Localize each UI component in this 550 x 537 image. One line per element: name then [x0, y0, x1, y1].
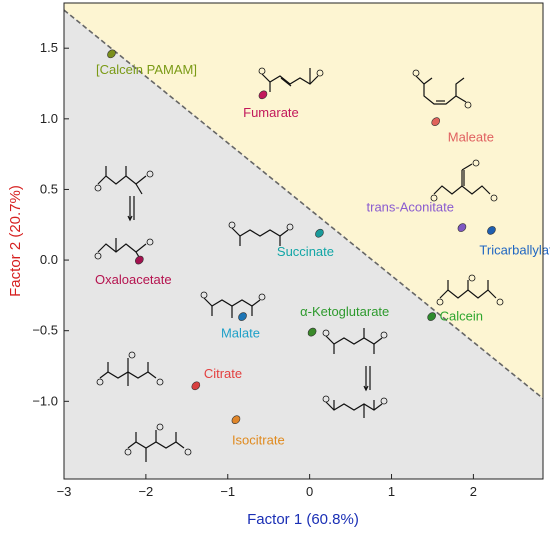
y-tick-label: 1.0: [40, 111, 58, 126]
data-point-calcein: [427, 312, 436, 321]
point-label-tricarballylate: Tricarballylate: [479, 242, 550, 257]
point-label-calcein: Calcein: [440, 309, 483, 324]
point-label-oxaloacetate: Oxaloacetate: [95, 272, 172, 287]
point-label-isocitrate: Isocitrate: [232, 433, 285, 448]
point-label-citrate: Citrate: [204, 366, 242, 381]
data-point-trans-aconitate: [457, 223, 467, 232]
boundary-dashed-line: [64, 9, 543, 400]
citrate-structure-icon: [96, 351, 164, 386]
data-point-isocitrate: [231, 415, 241, 425]
data-point-maleate: [431, 117, 441, 126]
data-point-tricarballylate: [487, 226, 496, 235]
y-tick-label: 0.5: [40, 181, 58, 196]
fumarate-structure-icon: [258, 67, 324, 92]
point-label-fumarate: Fumarate: [243, 105, 299, 120]
alpha-ketoglutarate-enol-structure-icon: [322, 395, 388, 418]
data-point-calcein-pamam: [107, 49, 116, 59]
x-tick-label: −1: [220, 484, 235, 499]
upper-right-region: [64, 3, 543, 399]
data-point-malate: [238, 312, 247, 321]
plot-frame: [63, 2, 544, 480]
point-label-succinate: Succinate: [277, 244, 334, 259]
data-point-succinate: [315, 228, 324, 238]
trans-aconitate-structure-icon: [430, 159, 498, 202]
maleate-structure-icon: [412, 69, 472, 109]
y-axis-label: Factor 2 (20.7%): [7, 185, 24, 297]
succinate-structure-icon: [228, 221, 294, 246]
point-label-calcein-pamam: [Calcein PAMAM]: [96, 62, 197, 77]
point-label-malate: Malate: [221, 326, 260, 341]
x-tick-label: 2: [470, 484, 477, 499]
x-tick-label: −2: [138, 484, 153, 499]
point-label-maleate: Maleate: [448, 130, 494, 145]
data-point-citrate: [191, 381, 201, 391]
y-tick-label: 1.5: [40, 40, 58, 55]
equilibrium-arrow-icon-2: [363, 366, 371, 392]
y-tick-label: −1.0: [32, 393, 58, 408]
y-tick-label: −0.5: [32, 323, 58, 338]
isocitrate-structure-icon: [124, 423, 192, 462]
lower-left-region: [64, 3, 543, 479]
malate-structure-icon: [200, 291, 266, 318]
x-axis-label: Factor 1 (60.8%): [247, 511, 359, 528]
y-tick-label: 0.0: [40, 252, 58, 267]
oxaloacetate-keto-structure-icon: [94, 166, 154, 195]
data-point-ketoglutarate: [307, 327, 317, 337]
x-tick-label: 0: [306, 484, 313, 499]
tricarballylate-structure-icon: [436, 274, 504, 306]
data-point-fumarate: [258, 90, 268, 100]
x-tick-label: 1: [388, 484, 395, 499]
alpha-ketoglutarate-keto-structure-icon: [322, 328, 388, 354]
x-tick-label: −3: [57, 484, 72, 499]
point-label-trans-aconitate: trans-Aconitate: [367, 200, 454, 215]
point-label-ketoglutarate: α-Ketoglutarate: [300, 304, 389, 319]
data-point-oxaloacetate: [134, 255, 144, 265]
equilibrium-arrow-icon: [127, 196, 135, 222]
